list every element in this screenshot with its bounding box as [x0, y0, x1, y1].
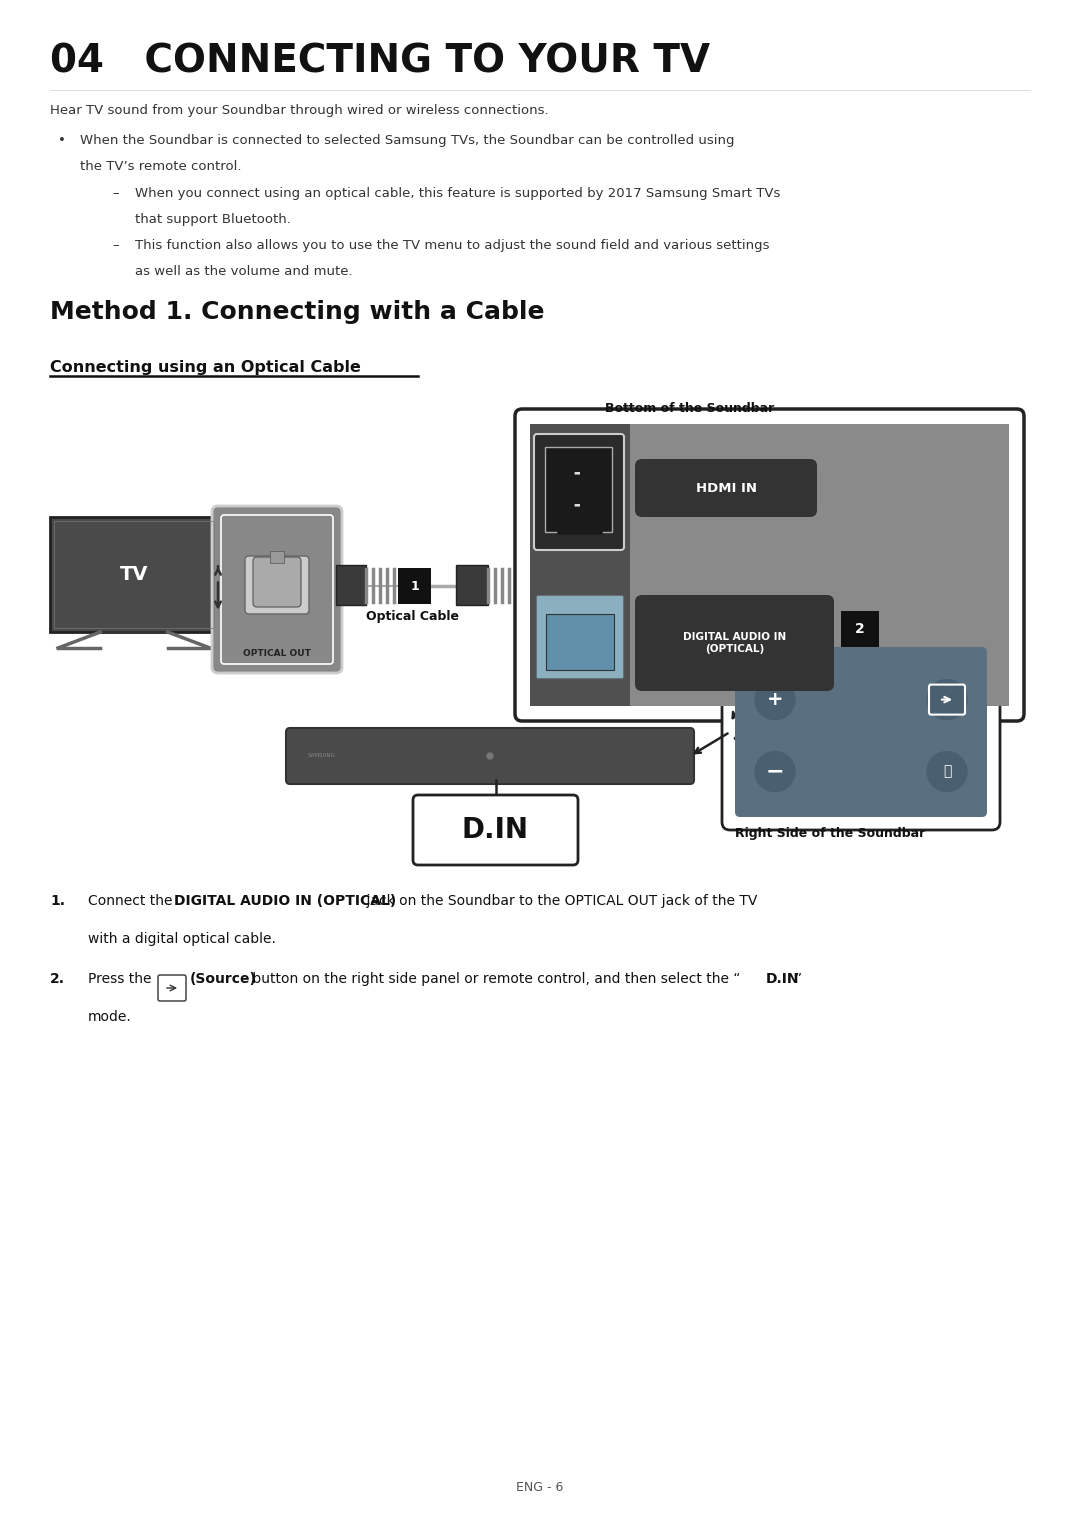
- Bar: [399, 568, 431, 604]
- FancyBboxPatch shape: [286, 728, 694, 784]
- Circle shape: [755, 680, 795, 720]
- Text: Right Side of the Soundbar: Right Side of the Soundbar: [735, 827, 926, 840]
- Circle shape: [927, 680, 967, 720]
- Text: Method 1. Connecting with a Cable: Method 1. Connecting with a Cable: [50, 300, 544, 323]
- Text: •: •: [58, 133, 66, 147]
- Text: D.IN: D.IN: [766, 971, 799, 987]
- FancyBboxPatch shape: [635, 460, 816, 516]
- Text: −: −: [766, 761, 784, 781]
- Text: ”: ”: [795, 971, 802, 987]
- Polygon shape: [545, 447, 612, 532]
- FancyBboxPatch shape: [515, 409, 1024, 722]
- Bar: [336, 565, 366, 605]
- Text: This function also allows you to use the TV menu to adjust the sound field and v: This function also allows you to use the…: [135, 239, 769, 251]
- Bar: [841, 611, 879, 647]
- Bar: [50, 516, 218, 633]
- Bar: [270, 552, 284, 562]
- Text: Hear TV sound from your Soundbar through wired or wireless connections.: Hear TV sound from your Soundbar through…: [50, 104, 549, 116]
- Bar: [530, 424, 630, 706]
- FancyBboxPatch shape: [245, 556, 309, 614]
- Text: DIGITAL AUDIO IN
(OPTICAL): DIGITAL AUDIO IN (OPTICAL): [683, 633, 786, 654]
- FancyBboxPatch shape: [534, 434, 624, 550]
- FancyBboxPatch shape: [253, 558, 301, 607]
- Text: When the Soundbar is connected to selected Samsung TVs, the Soundbar can be cont: When the Soundbar is connected to select…: [80, 133, 734, 147]
- Text: ▬: ▬: [573, 501, 580, 507]
- Text: –: –: [112, 187, 119, 201]
- Text: –: –: [112, 239, 119, 251]
- Text: Press the: Press the: [87, 971, 156, 987]
- Text: jack on the Soundbar to the OPTICAL OUT jack of the TV: jack on the Soundbar to the OPTICAL OUT …: [362, 895, 757, 908]
- FancyBboxPatch shape: [735, 647, 987, 817]
- FancyBboxPatch shape: [158, 974, 186, 1000]
- Bar: [530, 424, 1009, 706]
- Text: as well as the volume and mute.: as well as the volume and mute.: [135, 265, 353, 277]
- Text: TV: TV: [120, 565, 148, 584]
- Text: SAMSUNG: SAMSUNG: [308, 752, 336, 757]
- Text: button on the right side panel or remote control, and then select the “: button on the right side panel or remote…: [247, 971, 740, 987]
- Bar: [456, 565, 488, 605]
- FancyBboxPatch shape: [536, 594, 624, 679]
- Text: Bottom of the Soundbar: Bottom of the Soundbar: [605, 401, 774, 415]
- Text: +: +: [767, 689, 783, 709]
- Text: Connect the: Connect the: [87, 895, 177, 908]
- Text: When you connect using an optical cable, this feature is supported by 2017 Samsu: When you connect using an optical cable,…: [135, 187, 781, 201]
- Circle shape: [755, 752, 795, 792]
- Bar: [546, 614, 615, 669]
- Circle shape: [927, 752, 967, 792]
- Text: 2: 2: [855, 622, 865, 636]
- Text: 1.: 1.: [50, 895, 65, 908]
- Text: HDMI IN: HDMI IN: [696, 481, 756, 495]
- Text: D.IN: D.IN: [462, 817, 529, 844]
- FancyBboxPatch shape: [635, 594, 834, 691]
- Text: 2.: 2.: [50, 971, 65, 987]
- Text: OPTICAL OUT: OPTICAL OUT: [243, 650, 311, 659]
- Text: ▬: ▬: [573, 469, 580, 475]
- Text: 1: 1: [410, 579, 419, 593]
- Text: (Source): (Source): [190, 971, 257, 987]
- FancyBboxPatch shape: [212, 506, 342, 673]
- FancyBboxPatch shape: [413, 795, 578, 866]
- Text: that support Bluetooth.: that support Bluetooth.: [135, 213, 291, 227]
- FancyBboxPatch shape: [723, 634, 1000, 830]
- Text: ⏻: ⏻: [943, 764, 951, 778]
- Text: Connecting using an Optical Cable: Connecting using an Optical Cable: [50, 360, 361, 375]
- Text: Optical Cable: Optical Cable: [365, 610, 459, 624]
- Bar: [54, 521, 214, 628]
- Circle shape: [487, 754, 492, 758]
- Text: with a digital optical cable.: with a digital optical cable.: [87, 931, 275, 945]
- Text: mode.: mode.: [87, 1010, 132, 1023]
- Text: ENG - 6: ENG - 6: [516, 1481, 564, 1494]
- Text: 04   CONNECTING TO YOUR TV: 04 CONNECTING TO YOUR TV: [50, 41, 711, 80]
- Text: the TV’s remote control.: the TV’s remote control.: [80, 159, 242, 173]
- Text: DIGITAL AUDIO IN (OPTICAL): DIGITAL AUDIO IN (OPTICAL): [174, 895, 396, 908]
